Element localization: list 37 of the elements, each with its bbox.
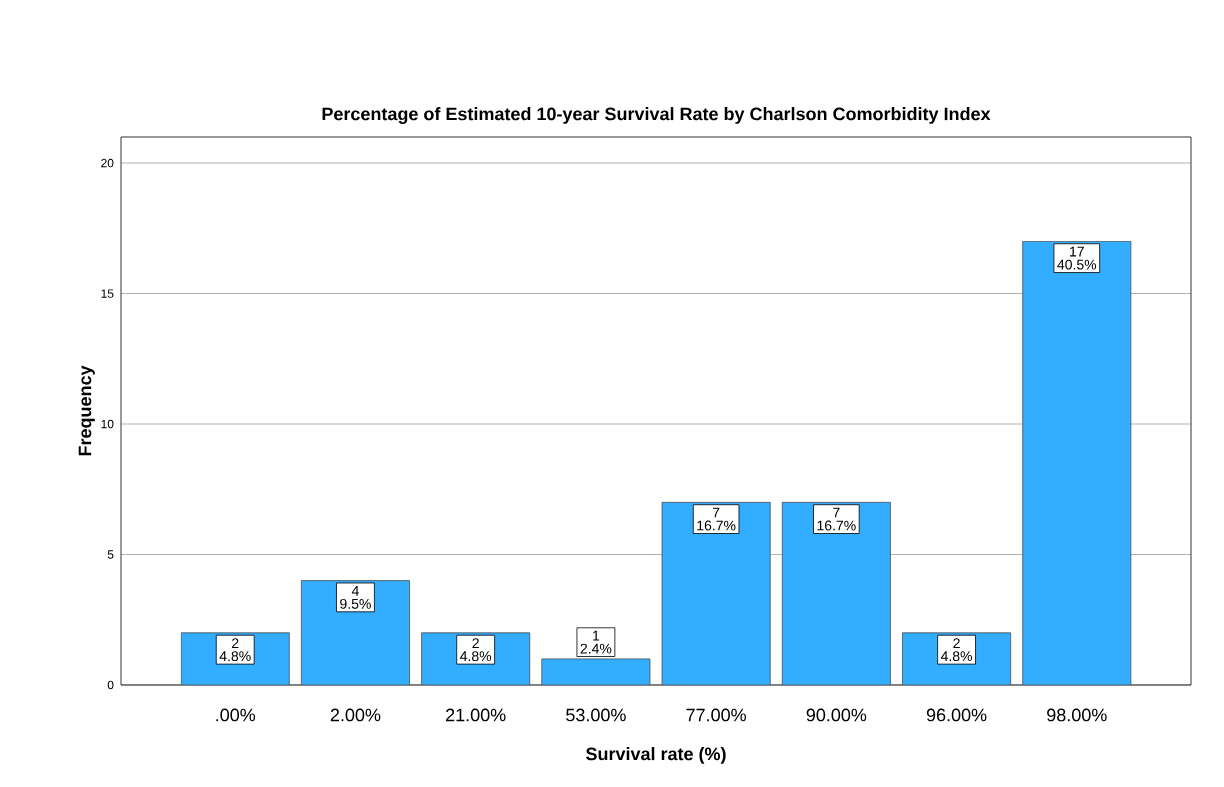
- x-tick-label: 53.00%: [566, 708, 626, 722]
- annotation: 4.8%: [219, 651, 251, 662]
- annotation: 4.8%: [460, 651, 492, 662]
- bar: [1022, 240, 1132, 685]
- y-tick-label: 20: [101, 158, 114, 168]
- annotation: 2.4%: [580, 643, 612, 654]
- x-tick-label: .00%: [216, 708, 256, 722]
- x-tick-label: 98.00%: [1047, 708, 1107, 722]
- y-tick-label: 5: [107, 550, 114, 559]
- y-tick-label: 0: [107, 680, 114, 690]
- data-label: 2: [953, 638, 960, 648]
- y-tick-label: 10: [101, 419, 114, 429]
- bar: [541, 658, 651, 685]
- data-label: 2: [472, 638, 479, 648]
- y-axis-title: Frequency: [78, 365, 95, 456]
- x-tick-label: 90.00%: [806, 708, 867, 722]
- annotation: 4.8%: [940, 651, 973, 662]
- data-label: 1: [593, 630, 600, 641]
- data-label: 17: [1070, 246, 1084, 257]
- bar: [661, 501, 771, 685]
- data-label: 7: [833, 507, 840, 518]
- chart-title: Percentage of Estimated 10-year Survival Rate by Charlson Comorbidity Index: [322, 107, 991, 124]
- data-label: 2: [232, 638, 239, 648]
- x-axis-title: Survival rate (%): [586, 747, 726, 764]
- data-label: 7: [712, 507, 720, 518]
- data-label: 4: [351, 586, 359, 596]
- annotation: 16.7%: [817, 520, 856, 531]
- x-tick-label: 96.00%: [926, 708, 987, 722]
- x-tick-label: 21.00%: [446, 708, 506, 722]
- annotation: 16.7%: [697, 520, 736, 531]
- x-tick-label: 77.00%: [686, 708, 746, 722]
- bar: [300, 580, 410, 685]
- annotation: 9.5%: [340, 598, 371, 609]
- annotation: 40.5%: [1057, 259, 1097, 270]
- bar: [781, 501, 891, 685]
- x-tick-label: 2.00%: [330, 708, 381, 722]
- y-tick-label: 15: [101, 289, 114, 298]
